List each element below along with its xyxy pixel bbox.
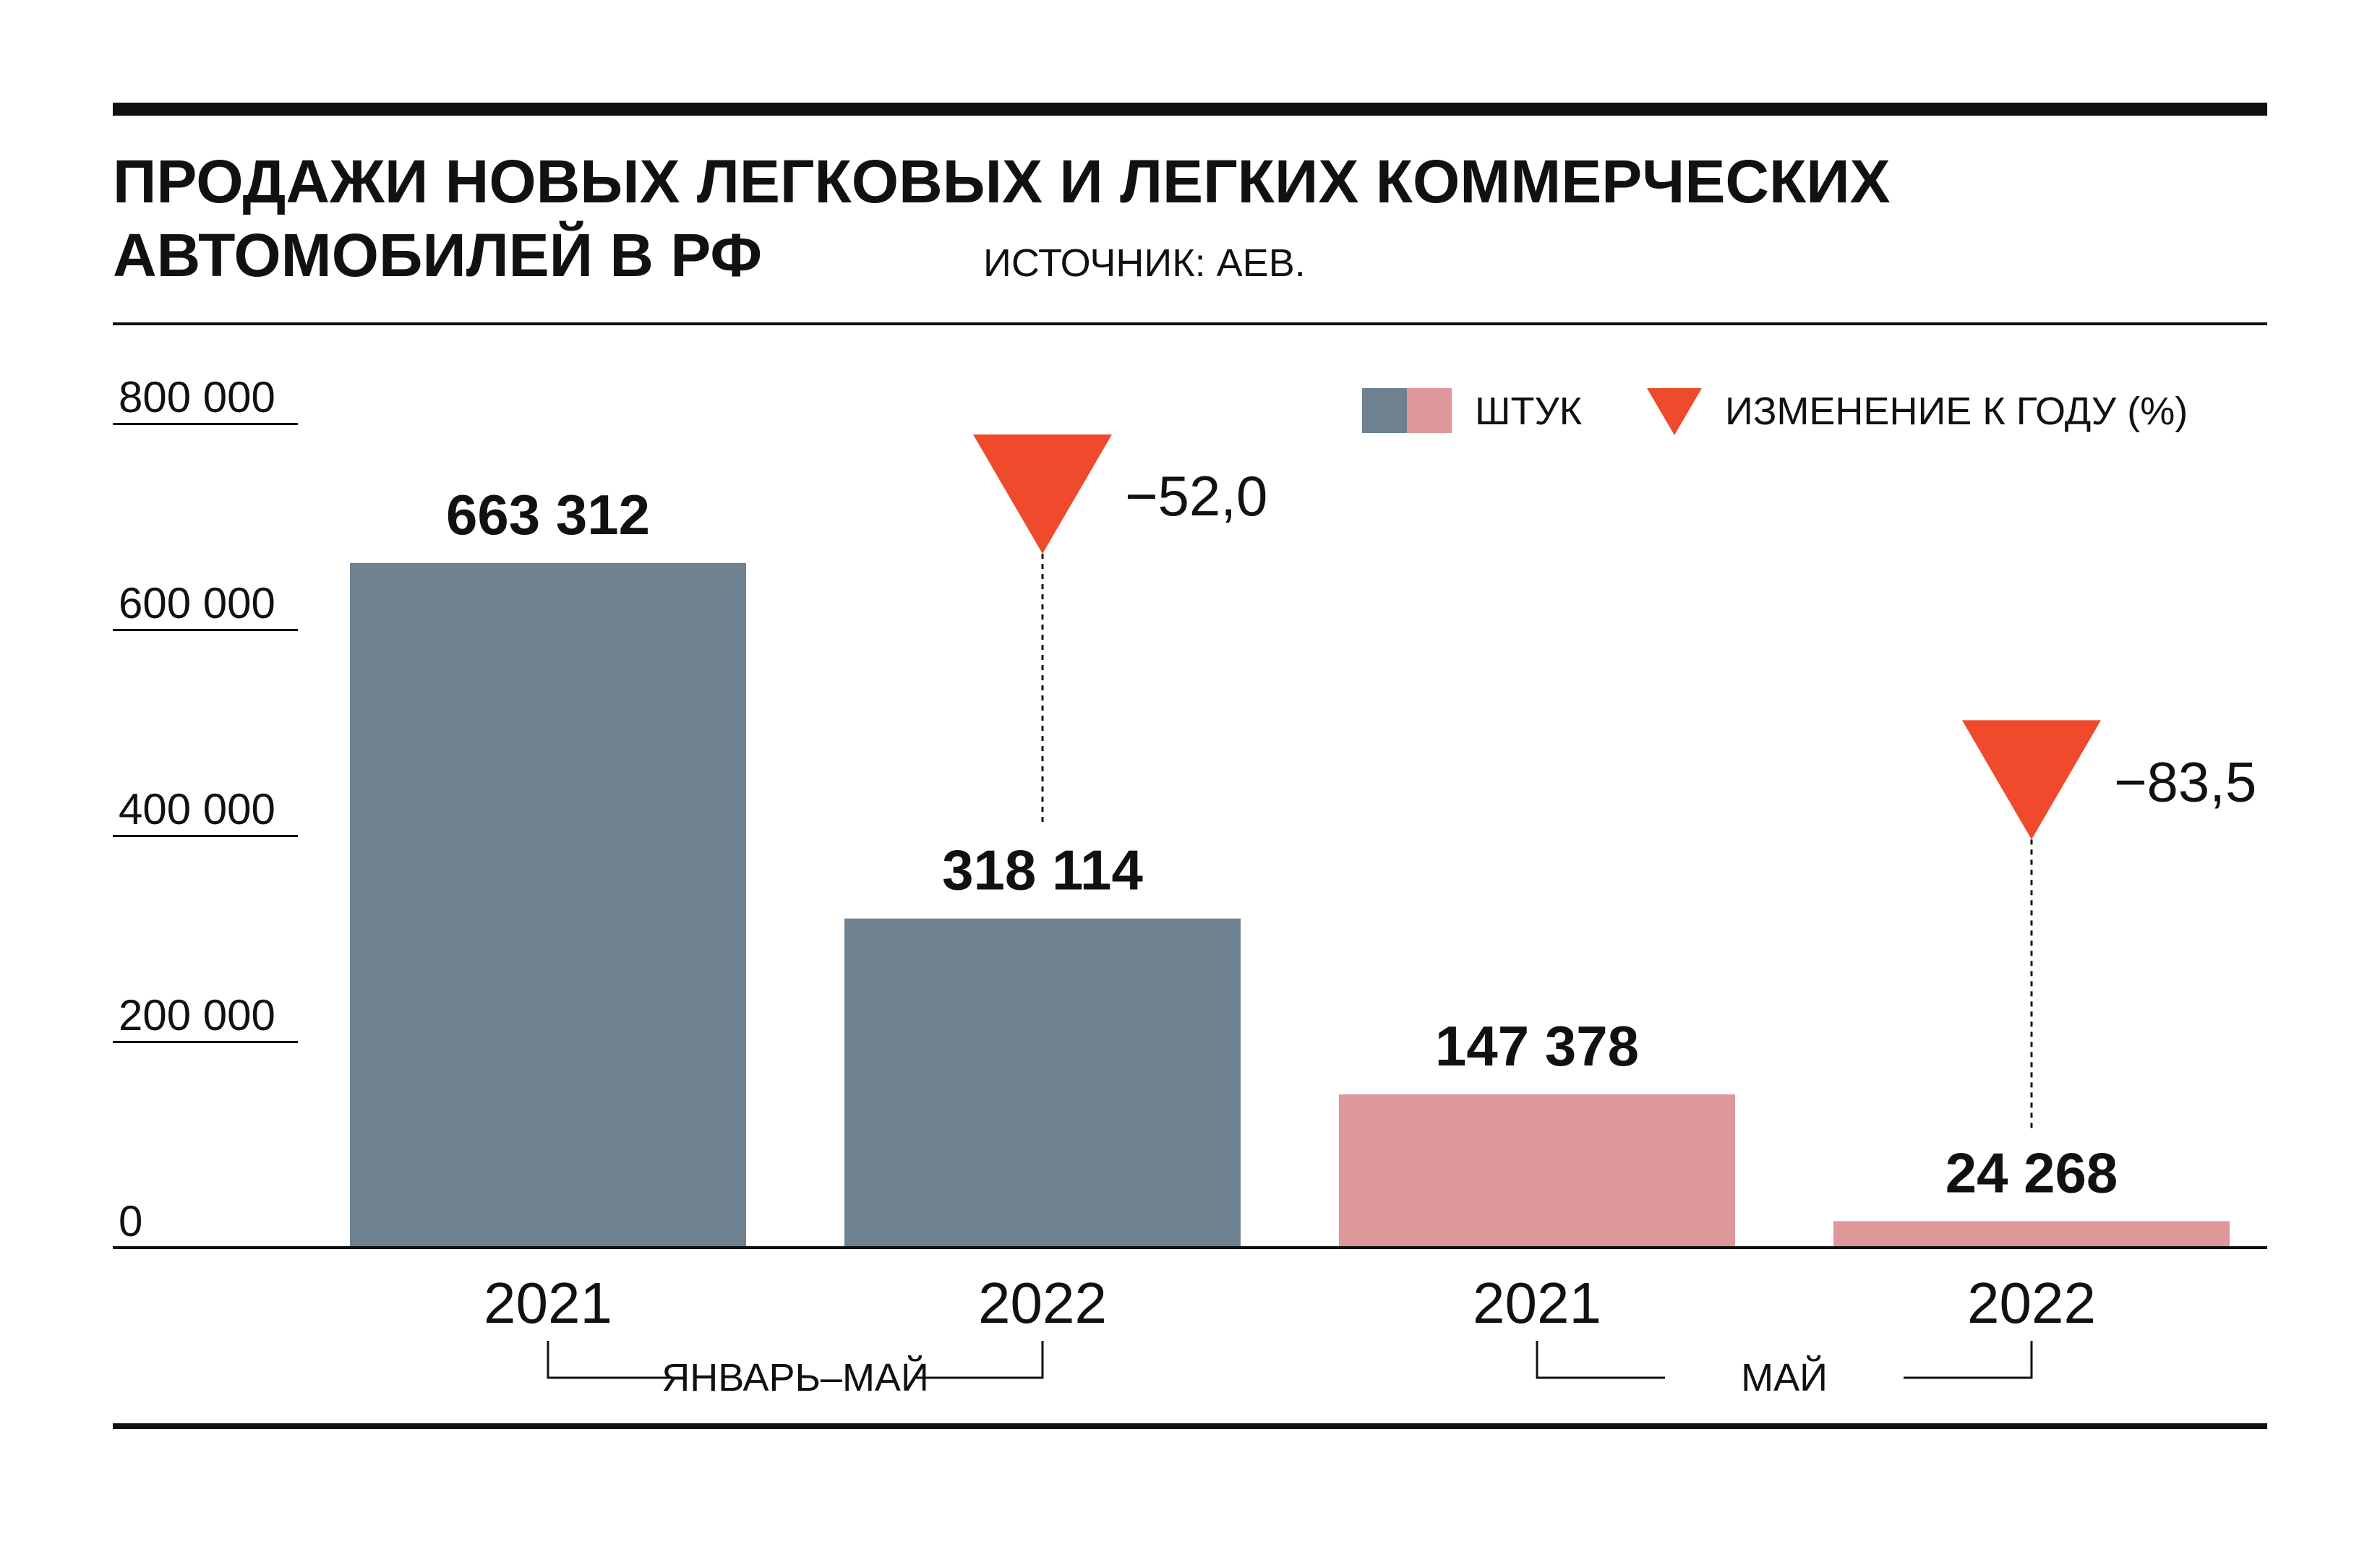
legend-change-marker-icon <box>1647 388 1702 435</box>
bar-value-label: 663 312 <box>446 483 650 546</box>
legend-change-label: ИЗМЕНЕНИЕ К ГОДУ (%) <box>1725 390 2188 433</box>
bar-value-label: 147 378 <box>1435 1014 1639 1078</box>
source-note: ИСТОЧНИК: АЕВ. <box>983 241 1306 285</box>
change-markers: −52,0 −83,5 <box>973 434 2256 1129</box>
change-value-label: −83,5 <box>2114 750 2256 813</box>
y-tick-label: 400 000 <box>119 785 275 833</box>
value-labels: 663 312 318 114 147 378 24 268 <box>446 483 2118 1205</box>
y-tick-rule <box>113 835 298 837</box>
x-axis: 2021 2022 2021 2022 <box>484 1271 2096 1335</box>
chart-title-line-2: АВТОМОБИЛЕЙ В РФ <box>113 221 762 289</box>
y-axis: 0 200 000 400 000 600 000 800 000 <box>113 373 2267 1249</box>
change-marker <box>1962 720 2101 840</box>
y-tick-rule <box>113 629 298 631</box>
bar <box>844 918 1241 1246</box>
bar-value-label: 24 268 <box>1945 1141 2118 1204</box>
bar <box>1339 1094 1735 1246</box>
y-tick-label: 800 000 <box>119 373 275 421</box>
baseline <box>113 1246 2267 1249</box>
legend-units-label: ШТУК <box>1475 390 1583 433</box>
group-bracket <box>547 1341 1044 1379</box>
bar <box>1833 1221 2230 1246</box>
y-tick-rule <box>113 1041 298 1043</box>
group-label: ЯНВАРЬ–МАЙ <box>662 1355 929 1399</box>
change-marker <box>973 434 1112 554</box>
group-bracket <box>1536 1341 2033 1379</box>
group-brackets: ЯНВАРЬ–МАЙ МАЙ <box>547 1341 2033 1399</box>
legend-swatch-period <box>1362 388 1407 433</box>
x-tick-label: 2022 <box>1967 1271 2096 1335</box>
y-tick-label: 200 000 <box>119 991 275 1039</box>
y-tick-label: 600 000 <box>119 579 275 627</box>
group-label: МАЙ <box>1741 1355 1828 1399</box>
x-tick-label: 2021 <box>1473 1271 1601 1335</box>
chart-title-line-1: ПРОДАЖИ НОВЫХ ЛЕГКОВЫХ И ЛЕГКИХ КОММЕРЧЕ… <box>113 147 1891 215</box>
bar <box>350 562 746 1246</box>
x-tick-label: 2022 <box>978 1271 1107 1335</box>
x-tick-label: 2021 <box>484 1271 612 1335</box>
change-value-label: −52,0 <box>1125 464 1267 528</box>
legend-swatch-month <box>1407 388 1452 433</box>
bars <box>350 562 2230 1246</box>
header-divider <box>113 322 2267 325</box>
bottom-rule <box>113 1423 2267 1429</box>
bar-value-label: 318 114 <box>942 839 1143 902</box>
y-tick-label: 0 <box>119 1197 142 1245</box>
y-tick-rule <box>113 423 298 425</box>
top-rule <box>113 103 2267 116</box>
legend: ШТУК ИЗМЕНЕНИЕ К ГОДУ (%) <box>1362 388 2188 435</box>
